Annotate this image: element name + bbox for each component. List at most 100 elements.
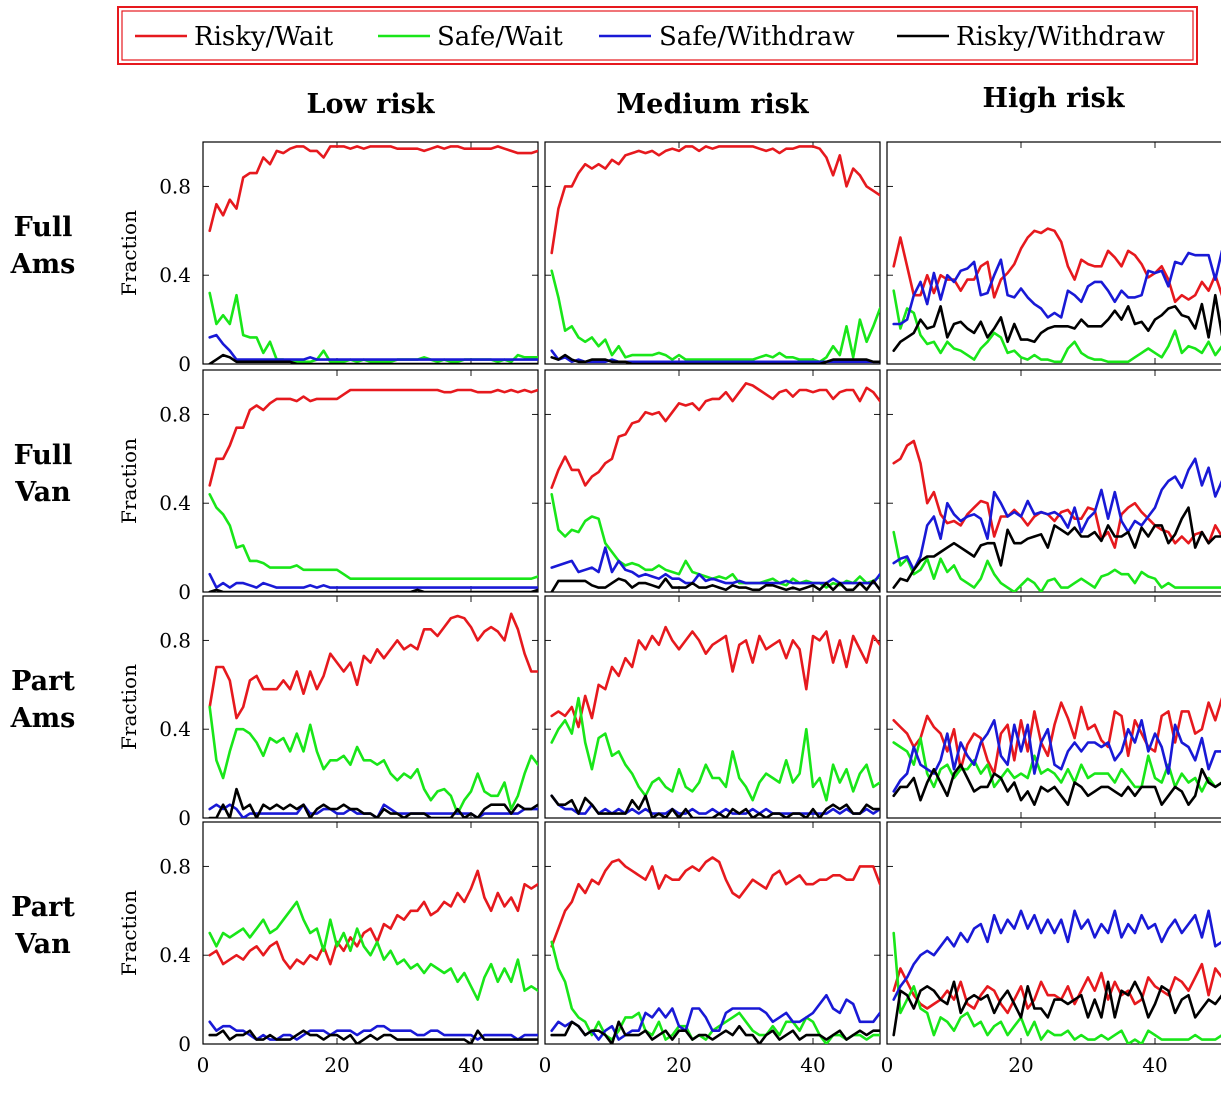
series-group [208, 869, 538, 1044]
series-line-safe-withdraw [892, 909, 1221, 1001]
legend-frame [117, 6, 1198, 65]
y-tick-label-0: 0 [178, 352, 191, 376]
panel-r2-c1 [544, 595, 881, 819]
panel-r0-c0: 0 0.4 0.8 Fraction [117, 141, 539, 376]
panel-frame [886, 595, 1221, 819]
y-tick-label-0.4: 0.4 [159, 717, 191, 741]
series-line-risky-wait [550, 145, 880, 255]
legend-entry-safe-withdraw: Safe/Withdraw [599, 22, 855, 52]
series-line-risky-withdraw [550, 1020, 880, 1044]
legend-frame-inner [121, 10, 1194, 61]
y-tick-label-0.8: 0.8 [159, 628, 191, 652]
panel-grid: 0 0.4 0.8 Fraction 0 0.4 0.8 Fraction 0 0.4 0.8 Fra… [117, 141, 1221, 1113]
panel-frame [202, 369, 539, 593]
legend-label-risky-wait: Risky/Wait [194, 22, 334, 52]
panel-frame [544, 369, 881, 593]
series-line-risky-withdraw [208, 353, 538, 364]
y-axis-label: Fraction [117, 664, 141, 750]
panel-frame [202, 141, 539, 365]
y-tick-label-0: 0 [178, 1032, 191, 1056]
panel-frame [886, 369, 1221, 593]
legend-entry-risky-withdraw: Risky/Withdraw [897, 22, 1165, 52]
row-title-2-line-1: Ams [10, 703, 76, 734]
series-line-risky-wait [208, 612, 538, 720]
panel-r3-c1: 02040Round [539, 821, 881, 1113]
panel-r1-c1 [544, 369, 881, 593]
series-line-safe-wait [208, 705, 538, 815]
series-group [550, 625, 880, 818]
y-tick-label-0.8: 0.8 [159, 854, 191, 878]
series-group [208, 612, 538, 818]
panel-r1-c2 [886, 369, 1221, 593]
y-axis-label: Fraction [117, 210, 141, 296]
series-line-safe-withdraw [892, 457, 1221, 572]
series-group [208, 388, 538, 592]
row-title-3-line-1: Van [14, 929, 71, 960]
panel-r2-c0: 0 0.4 0.8 Fraction [117, 595, 539, 830]
series-line-risky-wait [208, 145, 538, 233]
x-tick-label-20: 20 [324, 1053, 349, 1077]
row-titles: Full Ams Full Van Part Ams Part Van [10, 212, 76, 960]
series-line-safe-wait [892, 931, 1221, 1044]
legend-label-safe-withdraw: Safe/Withdraw [659, 22, 855, 52]
series-line-safe-wait [892, 530, 1221, 592]
legend-entry-risky-wait: Risky/Wait [135, 22, 334, 52]
series-line-risky-withdraw [892, 763, 1221, 807]
series-line-risky-withdraw [550, 353, 880, 364]
series-group [892, 227, 1221, 364]
series-line-risky-withdraw [550, 577, 880, 592]
x-tick-label-40: 40 [800, 1053, 825, 1077]
series-line-risky-withdraw [208, 1029, 538, 1044]
series-line-safe-withdraw [550, 794, 880, 815]
panel-r0-c2 [886, 141, 1221, 365]
series-line-risky-wait [892, 439, 1221, 549]
panel-frame [544, 141, 881, 365]
series-group [550, 145, 880, 364]
column-title-medium-risk: Medium risk [616, 89, 809, 120]
row-title-1-line-0: Full [14, 440, 73, 471]
series-line-safe-withdraw [208, 572, 538, 589]
x-tick-label-0: 0 [197, 1053, 210, 1077]
y-tick-label-0.4: 0.4 [159, 491, 191, 515]
legend-label-safe-wait: Safe/Wait [437, 22, 563, 52]
series-line-risky-wait [892, 227, 1221, 304]
panel-r3-c0: 00.40.8Fraction02040Round [117, 821, 539, 1113]
panel-frame [544, 821, 881, 1045]
series-group [550, 856, 880, 1044]
y-axis-label: Fraction [117, 890, 141, 976]
series-line-risky-wait [208, 388, 538, 487]
series-line-risky-wait [550, 625, 880, 729]
legend: Risky/Wait Safe/Wait Safe/Withdraw Risky… [117, 6, 1198, 65]
series-line-risky-wait [550, 856, 880, 948]
panel-frame [886, 141, 1221, 365]
series-group [208, 145, 538, 364]
series-line-risky-withdraw [550, 794, 880, 818]
row-title-1-line-1: Van [14, 477, 71, 508]
row-title-0-line-0: Full [14, 212, 73, 243]
series-line-safe-withdraw [208, 1020, 538, 1041]
series-line-safe-withdraw [892, 249, 1221, 326]
row-title-2-line-0: Part [11, 666, 75, 697]
column-titles: Low risk Medium risk High risk [306, 83, 1125, 120]
series-line-safe-wait [550, 269, 880, 364]
y-tick-label-0.4: 0.4 [159, 943, 191, 967]
series-group [892, 697, 1221, 807]
y-tick-label-0: 0 [178, 806, 191, 830]
x-tick-label-20: 20 [1008, 1053, 1033, 1077]
x-tick-label-0: 0 [539, 1053, 552, 1077]
y-tick-label-0: 0 [178, 580, 191, 604]
series-line-safe-wait [208, 900, 538, 1001]
y-axis-label: Fraction [117, 438, 141, 524]
series-group [892, 439, 1221, 592]
series-line-safe-withdraw [208, 333, 538, 361]
y-tick-label-0.8: 0.8 [159, 174, 191, 198]
series-line-safe-withdraw [550, 993, 880, 1041]
panel-r1-c0: 0 0.4 0.8 Fraction [117, 369, 539, 604]
legend-entry-safe-wait: Safe/Wait [378, 22, 563, 52]
column-title-low-risk: Low risk [306, 89, 435, 120]
x-tick-label-40: 40 [458, 1053, 483, 1077]
x-tick-label-20: 20 [666, 1053, 691, 1077]
legend-label-risky-withdraw: Risky/Withdraw [956, 22, 1165, 52]
x-tick-label-0: 0 [881, 1053, 894, 1077]
